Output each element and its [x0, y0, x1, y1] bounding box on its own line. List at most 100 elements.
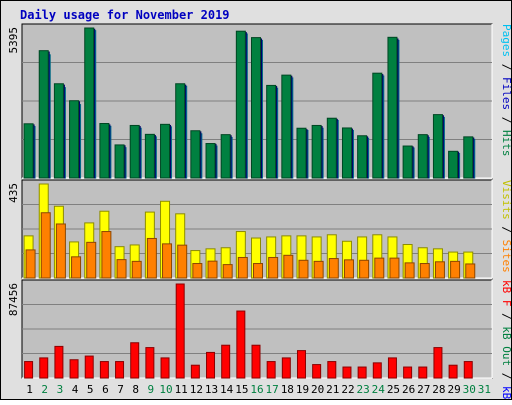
legend-entry: / [500, 57, 512, 77]
bar-kb-f [115, 361, 125, 379]
bar-hits [463, 136, 474, 179]
x-tick-label: 2 [41, 383, 48, 396]
bar-sites [192, 263, 203, 279]
x-tick-label: 9 [148, 383, 155, 396]
bar-kb-f [206, 351, 216, 379]
x-tick-label: 11 [175, 383, 188, 396]
bar-hits [387, 36, 398, 179]
bar-kb-f [312, 364, 322, 379]
y-axis-max-label: 435 [7, 183, 20, 203]
bar-sites [434, 261, 445, 279]
bar-sites [101, 231, 112, 279]
pages-files-hits-panel: 5395 Pages / Files / Hits [7, 23, 512, 179]
bar-sites [389, 257, 400, 279]
bar-hits [190, 130, 201, 179]
bar-kb-f [54, 345, 64, 379]
bar-kb-f [130, 342, 140, 379]
bar-sites [55, 223, 66, 279]
bar-kb-f [24, 361, 34, 379]
bar-hits [205, 143, 216, 179]
bar-hits [175, 83, 186, 179]
bar-kb-f [327, 361, 337, 379]
legend-entry: kB In [500, 386, 512, 400]
x-tick-label: 22 [341, 383, 354, 396]
y-axis-max-label: 5395 [7, 27, 20, 54]
x-tick-label: 17 [266, 383, 279, 396]
bar-kb-f [342, 366, 352, 379]
legend-entry: / [500, 110, 512, 130]
bar-kb-f [266, 361, 276, 379]
bar-hits [432, 114, 443, 179]
x-tick-label: 18 [281, 383, 294, 396]
bar-kb-f [69, 359, 79, 379]
x-tick-label: 8 [132, 383, 139, 396]
bar-sites [404, 262, 415, 279]
bar-hits [448, 150, 459, 179]
x-tick-label: 28 [432, 383, 445, 396]
bar-kb-f [433, 347, 443, 379]
bar-sites [253, 263, 263, 279]
chart-title: Daily usage for November 2019 [20, 8, 230, 22]
bar-hits [372, 72, 383, 179]
x-tick-label: 4 [72, 383, 79, 396]
bar-hits [311, 124, 322, 179]
x-tick-label: 27 [417, 383, 430, 396]
x-tick-label: 19 [296, 383, 309, 396]
bar-kb-f [403, 366, 413, 379]
legend-entry: Visits [500, 180, 512, 220]
x-tick-label: 26 [402, 383, 415, 396]
x-tick-label: 23 [357, 383, 370, 396]
bar-kb-f [372, 362, 382, 379]
legend-bottom: kB F / kB Out / kB In [500, 280, 512, 400]
bar-kb-f [418, 366, 428, 379]
x-tick-label: 24 [372, 383, 386, 396]
bar-kb-f [84, 355, 94, 379]
x-tick-label: 6 [102, 383, 109, 396]
x-tick-label: 31 [478, 383, 491, 396]
bar-kb-f [175, 283, 185, 379]
x-tick-label: 3 [57, 383, 64, 396]
bar-sites [131, 260, 142, 279]
legend-entry: kB Out [500, 326, 512, 366]
bar-sites [71, 256, 82, 279]
bar-sites [450, 260, 461, 279]
x-tick-label: 29 [447, 383, 460, 396]
bar-sites [162, 243, 173, 279]
bar-kb-f [357, 366, 367, 379]
bar-hits [53, 83, 64, 179]
x-tick-label: 12 [190, 383, 203, 396]
bar-hits [281, 74, 292, 179]
x-tick-label: 21 [326, 383, 339, 396]
bar-hits [69, 100, 80, 179]
legend-entry: kB F [500, 280, 512, 307]
bar-hits [99, 123, 110, 179]
visits-sites-panel: 435 Visits / Sites [7, 179, 512, 279]
bar-sites [419, 263, 430, 279]
bar-hits [341, 127, 352, 179]
bar-hits [417, 134, 428, 179]
bar-hits [326, 117, 337, 179]
bar-kb-f [221, 344, 231, 379]
bar-hits [23, 123, 34, 179]
x-tick-label: 15 [235, 383, 248, 396]
bar-sites [40, 212, 51, 279]
bar-sites [313, 260, 324, 279]
legend-entry: Pages [500, 24, 512, 57]
bar-hits [129, 124, 140, 179]
bar-kb-f [160, 357, 170, 379]
bar-sites [222, 264, 233, 279]
bar-sites [177, 244, 188, 279]
bar-sites [328, 258, 339, 279]
bar-hits [84, 27, 95, 179]
bar-sites [25, 249, 36, 279]
bar-kb-f [251, 344, 261, 379]
bar-sites [146, 237, 157, 279]
x-tick-label: 20 [311, 383, 324, 396]
x-axis-day-labels: 1 2 3 4 5 6 7 8 9 10 11 12 13 14 15 16 17 18 19 20 21 22 23 24 2… [26, 383, 491, 396]
x-tick-label: 10 [159, 383, 172, 396]
bar-hits [114, 144, 125, 179]
bar-sites [268, 256, 279, 279]
